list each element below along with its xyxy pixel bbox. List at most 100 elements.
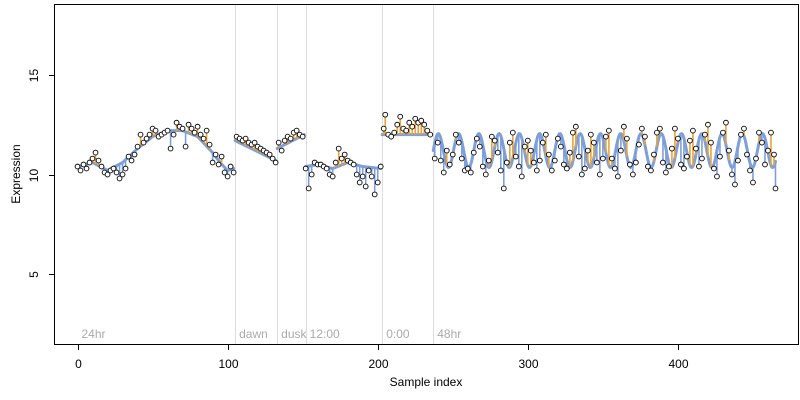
data-point bbox=[418, 117, 425, 124]
data-point bbox=[137, 131, 144, 138]
data-point bbox=[251, 139, 258, 146]
data-point bbox=[645, 163, 651, 170]
data-point bbox=[627, 161, 633, 168]
y-axis-label: Expression bbox=[9, 144, 23, 203]
data-point bbox=[269, 155, 276, 162]
data-point bbox=[421, 121, 428, 128]
data-point bbox=[636, 141, 642, 148]
data-point bbox=[624, 135, 630, 142]
data-point bbox=[479, 163, 486, 170]
data-point bbox=[440, 169, 447, 176]
data-point bbox=[654, 129, 660, 136]
data-point bbox=[431, 155, 438, 162]
data-point bbox=[446, 161, 453, 168]
data-point bbox=[515, 163, 522, 170]
data-point bbox=[597, 171, 603, 178]
data-point bbox=[560, 161, 567, 168]
data-point bbox=[621, 123, 627, 130]
data-point bbox=[74, 163, 81, 170]
data-point bbox=[329, 173, 336, 180]
data-point bbox=[639, 125, 645, 132]
data-point bbox=[278, 147, 285, 154]
data-point bbox=[371, 191, 378, 198]
data-point bbox=[434, 139, 441, 146]
data-point bbox=[491, 137, 498, 144]
data-point bbox=[356, 179, 363, 186]
data-point bbox=[374, 179, 381, 186]
data-point bbox=[467, 169, 474, 176]
data-point bbox=[368, 173, 375, 180]
data-point bbox=[83, 165, 90, 172]
data-point bbox=[488, 133, 495, 140]
data-point bbox=[711, 165, 717, 172]
data-point bbox=[110, 165, 117, 172]
data-point bbox=[266, 151, 273, 158]
data-point bbox=[209, 159, 216, 166]
data-point bbox=[194, 123, 201, 130]
data-point bbox=[332, 159, 339, 166]
data-point bbox=[458, 155, 465, 162]
data-point bbox=[684, 153, 690, 160]
data-point bbox=[86, 159, 93, 166]
region-label: 24hr bbox=[82, 327, 106, 341]
data-point bbox=[759, 139, 765, 146]
data-point bbox=[563, 165, 570, 172]
data-point bbox=[170, 131, 177, 138]
y-axis: 5 10 15 bbox=[27, 69, 55, 278]
data-point bbox=[473, 135, 480, 142]
data-point bbox=[293, 127, 300, 134]
data-point bbox=[452, 131, 459, 138]
data-point bbox=[185, 121, 192, 128]
data-point bbox=[735, 157, 741, 164]
data-point bbox=[600, 155, 606, 162]
data-point bbox=[576, 153, 582, 160]
data-point bbox=[536, 157, 543, 164]
data-point bbox=[521, 143, 528, 150]
x-tick-label: 200 bbox=[368, 357, 388, 371]
data-point bbox=[242, 135, 249, 142]
data-point bbox=[287, 135, 294, 142]
data-point bbox=[427, 131, 434, 138]
data-point bbox=[753, 155, 759, 162]
data-point bbox=[681, 165, 687, 172]
data-point bbox=[409, 123, 416, 130]
data-point bbox=[542, 131, 549, 138]
data-point bbox=[191, 129, 198, 136]
data-point bbox=[350, 161, 357, 168]
region-label: dawn bbox=[239, 327, 268, 341]
data-point bbox=[146, 131, 153, 138]
data-point bbox=[497, 167, 504, 174]
data-point bbox=[675, 135, 681, 142]
region-label: dusk bbox=[281, 327, 307, 341]
data-point bbox=[455, 139, 462, 146]
region-dividers bbox=[235, 5, 434, 344]
data-point bbox=[530, 159, 537, 166]
region-label: 48hr bbox=[437, 327, 461, 341]
data-point bbox=[648, 167, 654, 174]
y-tick-label: 5 bbox=[27, 271, 41, 278]
data-point bbox=[437, 157, 444, 164]
data-point bbox=[359, 173, 366, 180]
x-tick-label: 300 bbox=[518, 357, 538, 371]
data-point bbox=[579, 171, 585, 178]
data-point bbox=[566, 149, 573, 156]
data-points bbox=[74, 111, 779, 198]
data-point bbox=[449, 151, 456, 158]
x-axis: 0 100 200 300 400 bbox=[75, 344, 689, 371]
data-point bbox=[221, 169, 228, 176]
data-point bbox=[585, 147, 591, 154]
data-point bbox=[744, 151, 750, 158]
data-point bbox=[353, 171, 360, 178]
data-point bbox=[173, 119, 180, 126]
fit-line bbox=[431, 131, 777, 170]
plot-frame bbox=[54, 4, 799, 345]
data-point bbox=[687, 137, 693, 144]
data-point bbox=[230, 169, 237, 176]
data-point bbox=[164, 127, 171, 134]
data-point bbox=[443, 147, 450, 154]
data-point bbox=[708, 139, 714, 146]
data-point bbox=[618, 147, 624, 154]
data-point bbox=[206, 141, 213, 148]
data-point bbox=[140, 139, 147, 146]
